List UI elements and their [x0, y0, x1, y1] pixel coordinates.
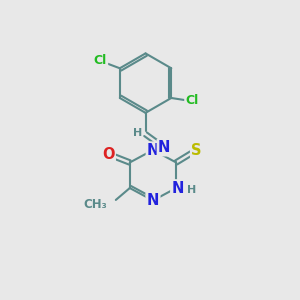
- Text: Cl: Cl: [185, 94, 199, 107]
- Text: O: O: [102, 147, 115, 162]
- Text: H: H: [133, 128, 142, 138]
- Text: Cl: Cl: [94, 54, 107, 67]
- Text: N: N: [172, 181, 184, 196]
- Text: S: S: [191, 142, 202, 158]
- Text: H: H: [133, 128, 142, 138]
- Text: H: H: [187, 185, 196, 195]
- Text: CH₃: CH₃: [84, 198, 107, 211]
- Text: Cl: Cl: [185, 94, 199, 107]
- Text: O: O: [102, 147, 115, 162]
- Text: H: H: [187, 185, 196, 195]
- Text: N: N: [172, 181, 184, 196]
- Text: Cl: Cl: [94, 54, 107, 67]
- Text: N: N: [158, 140, 170, 155]
- Text: N: N: [147, 142, 159, 158]
- Text: S: S: [191, 142, 202, 158]
- Text: N: N: [147, 193, 159, 208]
- Text: N: N: [147, 193, 159, 208]
- Text: N: N: [158, 140, 170, 155]
- Text: CH₃: CH₃: [84, 198, 107, 211]
